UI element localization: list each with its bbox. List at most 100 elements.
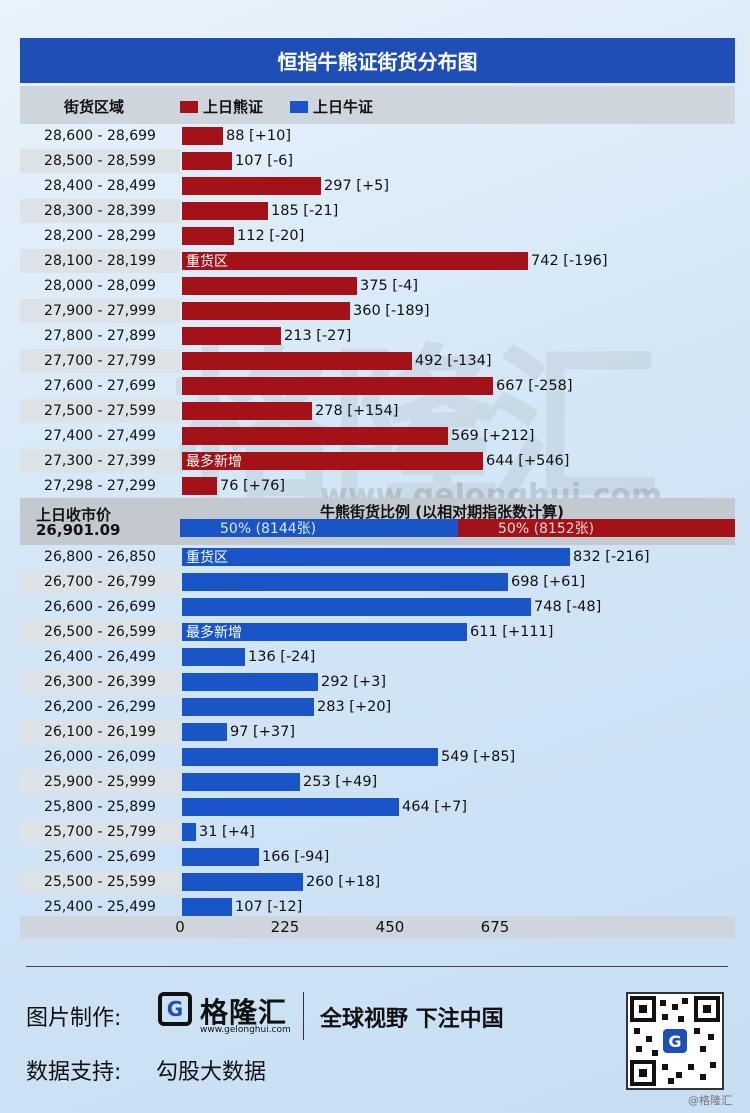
bear-range-label: 27,700 - 27,799: [20, 349, 180, 373]
bull-bar-tag: 最多新增: [186, 625, 242, 641]
bear-bar: [182, 377, 493, 395]
bear-bar: [182, 302, 350, 320]
close-price-bar: 上日收市价 26,901.09 牛熊街货比例 (以相对期指张数计算) 50% (…: [20, 498, 735, 545]
bear-data-label: 297 [+5]: [324, 178, 389, 194]
svg-text:G: G: [668, 1032, 681, 1051]
bull-bar: [182, 823, 196, 841]
bear-bar: [182, 177, 321, 195]
bear-bar-tag: 重货区: [186, 254, 228, 270]
bull-bar: [182, 798, 399, 816]
bull-data-label: 260 [+18]: [306, 874, 381, 890]
x-axis-bar: [20, 916, 735, 938]
bear-bar: [182, 127, 223, 145]
bull-data-label: 292 [+3]: [321, 674, 386, 690]
bull-bar: [182, 648, 245, 666]
bull-range-label: 25,800 - 25,899: [44, 799, 156, 815]
legend-bear: 上日熊证: [180, 96, 263, 117]
footer-separator: [303, 992, 304, 1040]
bull-data-label: 97 [+37]: [230, 724, 295, 740]
bull-bar: [182, 598, 531, 616]
bull-data-label: 166 [-94]: [262, 849, 330, 865]
bear-data-label: 492 [-134]: [415, 353, 492, 369]
bull-bar: [182, 848, 259, 866]
bear-data-label: 88 [+10]: [226, 128, 291, 144]
x-axis-tick-label: 675: [480, 918, 510, 936]
bear-data-label: 107 [-6]: [235, 153, 294, 169]
bear-data-label: 375 [-4]: [360, 278, 419, 294]
bull-data-label: 698 [+61]: [511, 574, 586, 590]
bear-range-label: 28,100 - 28,199: [20, 249, 180, 273]
bear-range-label: 27,600 - 27,699: [44, 378, 156, 394]
bear-data-label: 742 [-196]: [531, 253, 608, 269]
bull-ratio-bar: 50% (8144张): [180, 519, 458, 537]
bull-swatch: [290, 100, 308, 113]
bull-range-label: 25,700 - 25,799: [20, 820, 180, 844]
bear-data-label: 112 [-20]: [237, 228, 305, 244]
data-source: 勾股大数据: [156, 1060, 267, 1085]
bear-data-label: 213 [-27]: [284, 328, 352, 344]
legend-bear-label: 上日熊证: [203, 98, 264, 116]
bull-data-label: 832 [-216]: [573, 549, 650, 565]
bull-range-label: 26,200 - 26,299: [44, 699, 156, 715]
brand-url: www.gelonghui.com: [200, 1025, 291, 1035]
bear-data-label: 360 [-189]: [353, 303, 430, 319]
close-price-label: 上日收市价: [36, 506, 112, 524]
bull-bar: [182, 898, 232, 916]
bear-range-label: 27,400 - 27,499: [44, 428, 156, 444]
bear-ratio-bar: 50% (8152张): [458, 519, 735, 537]
bear-bar: [182, 252, 528, 270]
footer-divider: [26, 966, 728, 967]
bull-bar: [182, 873, 303, 891]
bear-data-label: 667 [-258]: [496, 378, 573, 394]
qr-code-icon: G: [626, 992, 724, 1090]
x-axis-tick-label: 450: [375, 918, 405, 936]
bull-data-label: 107 [-12]: [235, 899, 303, 915]
bull-range-label: 26,700 - 26,799: [20, 570, 180, 594]
bear-bar: [182, 352, 412, 370]
bull-range-label: 25,500 - 25,599: [20, 870, 180, 894]
bull-data-label: 549 [+85]: [441, 749, 516, 765]
bull-bar-tag: 重货区: [186, 550, 228, 566]
bear-bar: [182, 152, 232, 170]
bear-range-label: 28,500 - 28,599: [20, 149, 180, 173]
bull-data-label: 136 [-24]: [248, 649, 316, 665]
bull-bar: [182, 573, 508, 591]
bull-bar: [182, 723, 227, 741]
bear-bar: [182, 202, 268, 220]
data-support-label: 数据支持:: [26, 1060, 122, 1085]
bear-data-label: 76 [+76]: [220, 478, 285, 494]
bear-range-label: 27,800 - 27,899: [44, 328, 156, 344]
range-column-header: 街货区域: [64, 98, 125, 116]
bear-range-label: 28,300 - 28,399: [20, 199, 180, 223]
bull-range-label: 25,600 - 25,699: [44, 849, 156, 865]
brand-logo-icon: G: [158, 992, 192, 1026]
bull-data-label: 611 [+111]: [470, 624, 554, 640]
bear-range-label: 28,000 - 28,099: [44, 278, 156, 294]
bear-bar: [182, 427, 448, 445]
bull-data-label: 31 [+4]: [199, 824, 255, 840]
bull-bar: [182, 623, 467, 641]
bear-range-label: 27,298 - 27,299: [44, 478, 156, 494]
bull-range-label: 26,300 - 26,399: [20, 670, 180, 694]
bear-range-label: 28,200 - 28,299: [44, 228, 156, 244]
legend-bull-label: 上日牛证: [313, 98, 374, 116]
bear-range-label: 27,300 - 27,399: [20, 449, 180, 473]
bear-bar: [182, 227, 234, 245]
bear-range-label: 28,400 - 28,499: [44, 178, 156, 194]
bear-data-label: 644 [+546]: [486, 453, 570, 469]
bear-data-label: 278 [+154]: [315, 403, 399, 419]
bear-range-label: 27,900 - 27,999: [20, 299, 180, 323]
bull-data-label: 253 [+49]: [303, 774, 378, 790]
bull-range-label: 26,600 - 26,699: [44, 599, 156, 615]
slogan: 全球视野 下注中国: [320, 1007, 504, 1032]
x-axis-tick-label: 225: [270, 918, 300, 936]
bear-bar: [182, 452, 483, 470]
bull-data-label: 283 [+20]: [317, 699, 392, 715]
legend-bar: 街货区域 上日熊证 上日牛证: [20, 86, 735, 124]
bull-bar: [182, 548, 570, 566]
bear-bar: [182, 327, 281, 345]
bull-range-label: 26,800 - 26,850: [44, 549, 156, 565]
bear-bar: [182, 277, 357, 295]
close-price-value: 26,901.09: [36, 521, 121, 539]
chart-title: 恒指牛熊证街货分布图: [20, 38, 735, 83]
